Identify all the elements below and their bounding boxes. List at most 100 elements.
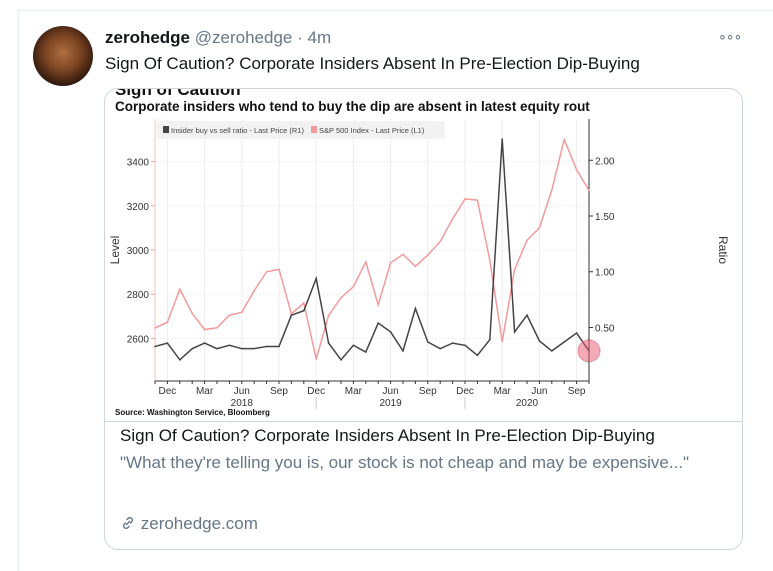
card-domain: zerohedge.com [140, 514, 258, 533]
data-point [228, 314, 231, 316]
data-point [340, 296, 342, 299]
year-label: 2020 [516, 398, 539, 409]
y2-tick-label: 1.00 [595, 268, 615, 279]
data-point [352, 285, 355, 288]
y2-tick-label: 2.00 [595, 156, 615, 167]
data-point [476, 354, 479, 357]
x-tick-label: Mar [196, 386, 214, 397]
data-point [228, 344, 231, 347]
data-point [464, 198, 466, 200]
x-tick-label: Dec [159, 386, 177, 397]
data-point [278, 345, 280, 348]
data-point [154, 327, 156, 329]
data-point [179, 359, 181, 361]
data-point [414, 307, 417, 310]
data-point [377, 303, 380, 306]
data-point [489, 259, 491, 261]
data-point [526, 314, 528, 317]
data-point [303, 309, 305, 312]
data-point [526, 239, 528, 242]
data-point [563, 138, 565, 141]
y2-tick-label: 1.50 [595, 212, 615, 223]
x-tick-label: Sep [270, 386, 288, 397]
link-icon [123, 517, 133, 529]
link-card[interactable]: Sign of Caution Corporate insiders who te… [104, 88, 743, 550]
data-point [315, 277, 317, 280]
author-name[interactable]: zerohedge [105, 28, 191, 47]
data-point [216, 326, 218, 329]
series-line [154, 137, 590, 360]
y-tick-label: 3400 [127, 158, 150, 169]
data-point [513, 268, 516, 271]
data-point [402, 253, 404, 256]
data-point [414, 265, 417, 268]
data-point [253, 347, 255, 350]
data-point [427, 341, 429, 343]
data-point [513, 331, 516, 333]
data-point [327, 342, 330, 344]
y-tick-label: 2600 [127, 334, 150, 345]
x-tick-label: Jun [234, 386, 250, 397]
y2-tick-label: 0.50 [595, 323, 615, 334]
y-axis-label: Level [108, 236, 122, 265]
data-point [154, 345, 156, 348]
data-point [575, 169, 578, 171]
data-point [501, 138, 504, 140]
data-point [427, 254, 429, 256]
data-point [253, 289, 255, 292]
series-line [154, 139, 590, 362]
data-point [501, 340, 504, 343]
separator: · [297, 28, 303, 47]
x-tick-label: Sep [568, 386, 586, 397]
data-point [476, 199, 479, 201]
more-horizontal-icon[interactable]: ∘∘∘ [718, 28, 742, 44]
y-tick-label: 3000 [127, 246, 150, 257]
data-point [327, 314, 330, 317]
x-tick-label: Mar [494, 386, 512, 397]
data-point [340, 359, 342, 361]
data-point [402, 350, 404, 352]
legend-box [157, 121, 445, 139]
data-point [290, 314, 293, 317]
legend-swatch [311, 126, 317, 133]
data-point [365, 261, 367, 263]
data-point [575, 332, 578, 334]
card-link[interactable]: zerohedge.com [120, 514, 258, 534]
legend-swatch [163, 126, 169, 133]
year-label: 2019 [379, 398, 402, 409]
data-point [389, 262, 392, 264]
data-point [265, 271, 268, 273]
data-point [191, 312, 193, 315]
avatar[interactable] [33, 26, 93, 86]
timestamp[interactable]: 4m [307, 28, 332, 47]
data-point [203, 328, 206, 331]
data-point [365, 351, 367, 353]
data-point [588, 189, 590, 192]
data-point [241, 311, 243, 314]
data-point [241, 347, 243, 350]
data-point [489, 338, 491, 341]
card-description: "What they're telling you is, our stock … [120, 453, 690, 472]
legend-label: S&P 500 Index - Last Price (L1) [319, 126, 425, 135]
chart-subtitle: Corporate insiders who tend to buy the d… [115, 99, 590, 114]
author-handle[interactable]: @zerohedge [194, 28, 293, 47]
year-label: 2018 [231, 398, 254, 409]
data-point [352, 344, 355, 347]
data-point [377, 322, 380, 324]
data-point [265, 345, 268, 348]
legend-label: Insider buy vs sell ratio - Last Price (… [171, 126, 304, 135]
data-point [191, 347, 193, 350]
data-point [216, 347, 218, 350]
y-tick-label: 3200 [127, 202, 150, 213]
data-point [538, 227, 541, 229]
data-point [451, 218, 454, 220]
data-point [538, 340, 541, 342]
data-point [563, 341, 565, 343]
data-point [203, 342, 206, 344]
x-tick-label: Jun [531, 386, 547, 397]
data-point [451, 342, 454, 344]
card-title: Sign Of Caution? Corporate Insiders Abse… [120, 426, 655, 445]
data-point [166, 342, 169, 344]
tweet-text: Sign Of Caution? Corporate Insiders Abse… [105, 54, 640, 73]
